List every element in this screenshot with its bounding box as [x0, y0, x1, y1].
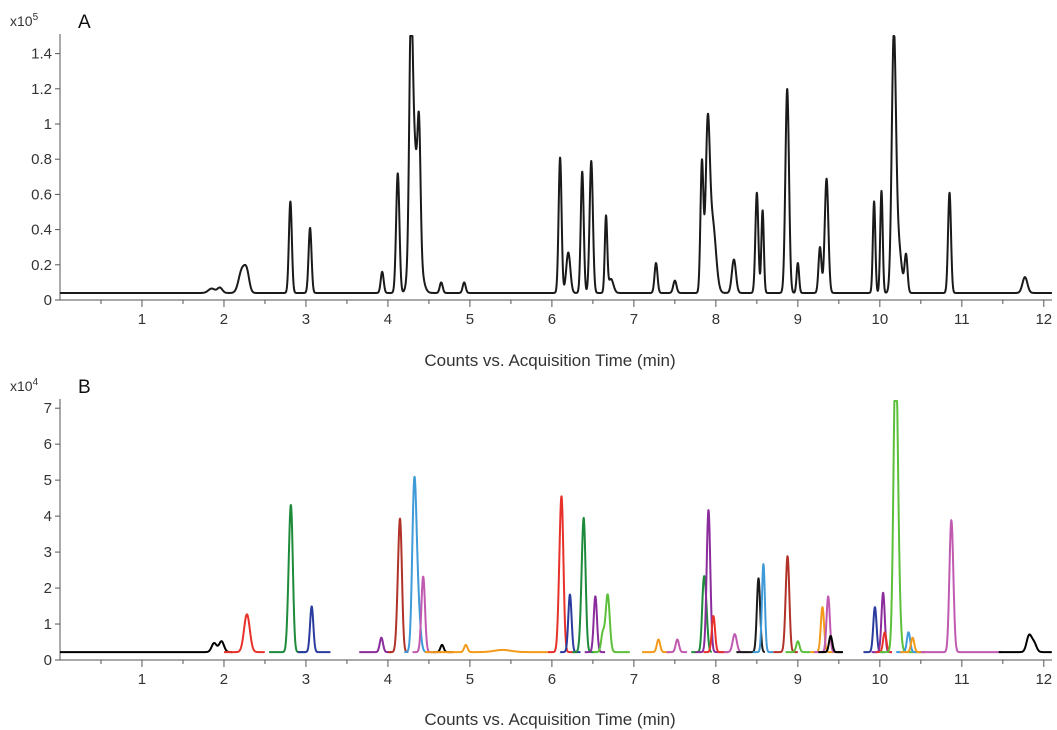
trace-series-18 [694, 509, 725, 654]
x-tick-label: 2 [220, 671, 228, 688]
y-tick-label: 7 [44, 400, 52, 417]
trace-series-9 [424, 643, 549, 654]
x-tick-label: 7 [630, 311, 638, 328]
trace-series-32 [895, 631, 922, 654]
trace-series-24 [784, 640, 811, 654]
x-tick-label: 10 [871, 671, 888, 688]
y-tick-label: 0.8 [31, 151, 52, 168]
panel-b-x-axis-title: Counts vs. Acquisition Time (min) [424, 710, 675, 729]
trace-series-25 [809, 606, 836, 654]
x-tick-label: 4 [384, 311, 392, 328]
trace-series-0 [59, 640, 233, 654]
trace-series-35 [997, 633, 1053, 654]
y-tick-label: 0.2 [31, 257, 52, 274]
x-tick-label: 8 [712, 671, 720, 688]
x-tick-label: 7 [630, 671, 638, 688]
panel-a-axes: 00.20.40.60.811.21.41 2 3 4 5 6 7 8 9 10 11 12 [31, 34, 1052, 328]
x-tick-label: 3 [302, 311, 310, 328]
panel-a-traces [59, 35, 1053, 294]
y-tick-label: 5 [44, 472, 52, 489]
x-tick-label: 1 [138, 311, 146, 328]
y-tick-label: 4 [44, 508, 52, 525]
y-tick-label: 1.4 [31, 46, 52, 63]
trace-series-20 [723, 633, 750, 654]
trace-series-0 [59, 35, 1053, 294]
x-tick-label: 1 [138, 671, 146, 688]
y-tick-label: 0 [44, 292, 52, 309]
x-tick-label: 8 [712, 311, 720, 328]
x-tick-label: 12 [1035, 311, 1052, 328]
trace-series-16 [665, 638, 688, 654]
x-tick-label: 2 [220, 311, 228, 328]
x-tick-label: 11 [954, 671, 970, 688]
trace-series-1 [223, 613, 266, 654]
panel-a-scale-label: x105 [10, 12, 39, 29]
trace-series-14 [592, 593, 631, 654]
x-tick-label: 9 [794, 671, 802, 688]
panel-a-x-axis-title: Counts vs. Acquisition Time (min) [424, 351, 675, 370]
trace-series-34 [920, 519, 1004, 654]
y-tick-label: 3 [44, 544, 52, 561]
x-tick-label: 12 [1035, 671, 1052, 688]
trace-series-21 [735, 577, 766, 654]
trace-series-23 [772, 555, 799, 654]
panel-a-label: A [78, 12, 91, 33]
x-tick-label: 3 [302, 671, 310, 688]
x-tick-label: 5 [466, 311, 474, 328]
trace-series-10 [547, 495, 578, 654]
trace-series-13 [583, 595, 606, 654]
panel-b-traces [59, 400, 1053, 654]
y-tick-label: 0.6 [31, 186, 52, 203]
x-tick-label: 6 [548, 311, 556, 328]
trace-series-17 [690, 575, 713, 654]
y-tick-label: 1 [44, 116, 52, 133]
x-tick-label: 11 [954, 311, 970, 328]
trace-series-4 [358, 636, 393, 654]
trace-series-5 [387, 517, 410, 654]
trace-series-19 [702, 615, 729, 654]
x-tick-label: 9 [794, 311, 802, 328]
trace-series-3 [297, 605, 332, 654]
trace-series-27 [817, 634, 844, 654]
trace-series-22 [752, 563, 774, 654]
panel-b-scale-label: x104 [10, 377, 39, 394]
trace-series-8 [432, 643, 455, 654]
x-tick-label: 5 [466, 671, 474, 688]
y-tick-label: 0.4 [31, 222, 52, 239]
y-tick-label: 6 [44, 436, 52, 453]
trace-series-31 [879, 400, 926, 654]
trace-series-2 [268, 504, 307, 654]
x-tick-label: 10 [871, 311, 888, 328]
trace-series-11 [559, 593, 582, 654]
y-tick-label: 2 [44, 580, 52, 597]
panel-b-label: B [78, 377, 91, 398]
y-tick-label: 0 [44, 652, 52, 669]
trace-series-7 [411, 575, 442, 654]
x-tick-label: 6 [548, 671, 556, 688]
y-tick-label: 1.2 [31, 81, 52, 98]
y-tick-label: 1 [44, 616, 52, 633]
panel-a: x105 A 00.20.40.60.811.21.41 2 3 4 5 6 7 8 9 10 11… [10, 12, 1053, 370]
trace-series-33 [899, 636, 926, 654]
trace-series-15 [641, 638, 672, 654]
trace-series-6 [403, 475, 434, 654]
x-tick-label: 4 [384, 671, 392, 688]
